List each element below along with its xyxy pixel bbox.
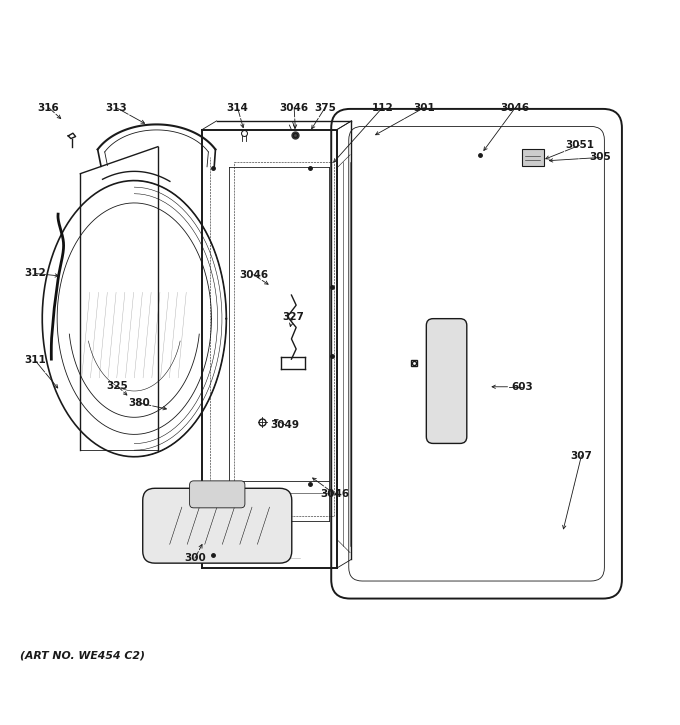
Text: 305: 305: [590, 152, 611, 162]
Text: 380: 380: [128, 398, 150, 408]
Text: 327: 327: [282, 312, 304, 322]
Text: 3046: 3046: [500, 102, 530, 112]
Text: 325: 325: [107, 381, 129, 391]
FancyBboxPatch shape: [190, 481, 245, 507]
Text: 603: 603: [511, 382, 533, 392]
Text: 112: 112: [371, 102, 393, 112]
Text: (ART NO. WE454 C2): (ART NO. WE454 C2): [20, 651, 145, 661]
Text: 316: 316: [38, 102, 60, 112]
FancyBboxPatch shape: [522, 149, 544, 166]
Text: 3051: 3051: [565, 141, 594, 150]
Text: 3046: 3046: [320, 489, 349, 499]
Text: 3049: 3049: [270, 420, 299, 429]
FancyBboxPatch shape: [426, 319, 466, 444]
Text: 307: 307: [571, 450, 592, 460]
FancyBboxPatch shape: [143, 488, 292, 563]
Text: 313: 313: [105, 102, 127, 112]
Text: 3046: 3046: [239, 270, 268, 280]
Text: 375: 375: [314, 102, 336, 112]
Text: 311: 311: [24, 355, 46, 365]
Text: 312: 312: [24, 268, 46, 278]
Text: 314: 314: [226, 102, 248, 112]
Text: 301: 301: [413, 102, 435, 112]
Text: 3046: 3046: [279, 102, 309, 112]
Text: 300: 300: [184, 553, 206, 563]
